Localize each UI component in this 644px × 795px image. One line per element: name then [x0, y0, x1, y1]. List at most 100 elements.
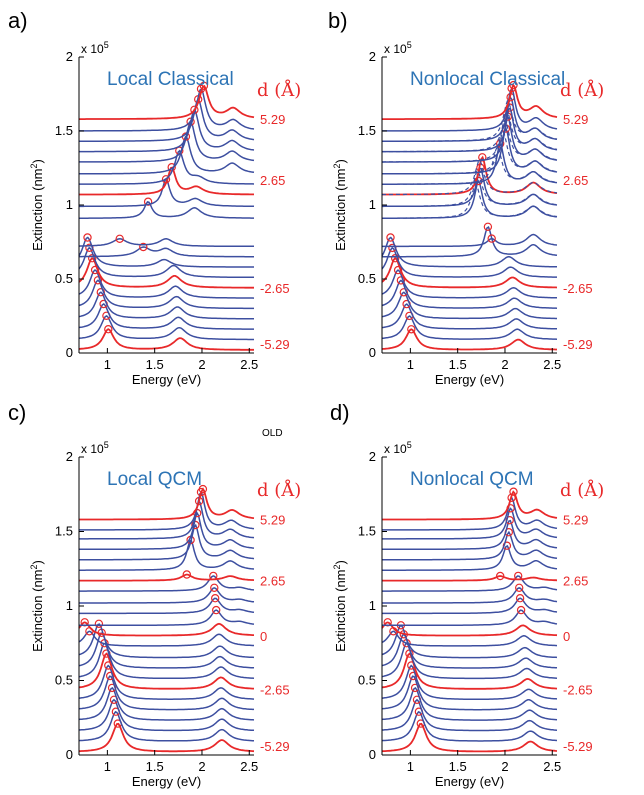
- y-multiplier: x 105: [81, 440, 109, 456]
- peak-marker: [182, 570, 191, 579]
- x-axis-title: Energy (eV): [132, 774, 201, 789]
- x-tick-label: 1.5: [146, 357, 164, 372]
- panel-letter: d): [330, 400, 350, 425]
- spectrum-curve: [79, 487, 255, 521]
- spectrum-curve: [79, 573, 255, 582]
- spectrum-curve: [381, 722, 558, 753]
- spectrum-curve-dashed: [382, 99, 558, 142]
- spectrum-curve: [382, 83, 558, 120]
- spectrum-curve-dashed: [382, 183, 558, 219]
- peak-marker: [509, 80, 518, 90]
- spectrum-curve: [381, 711, 558, 742]
- spectrum-curve: [381, 236, 557, 268]
- peak-marker: [483, 222, 493, 231]
- spectrum-curve: [79, 87, 255, 132]
- y-tick-label: 1.5: [358, 524, 376, 539]
- spectrum-curve: [78, 257, 254, 289]
- peak-marker: [143, 197, 153, 206]
- x-tick-label: 1.5: [449, 357, 467, 372]
- y-tick-label: 1: [66, 598, 73, 613]
- x-tick-label: 1: [104, 759, 111, 774]
- spectrum-curve: [381, 291, 557, 320]
- y-multiplier: x 105: [384, 440, 412, 456]
- peak-marker: [211, 605, 221, 615]
- y-multiplier: x 105: [81, 40, 109, 56]
- spectrum-curve: [381, 279, 558, 309]
- row-label: -2.65: [260, 682, 290, 697]
- x-axis-title: Energy (eV): [435, 774, 504, 789]
- spectrum-curve: [78, 652, 254, 690]
- y-tick-label: 2: [369, 449, 376, 464]
- panel-title: Nonlocal QCM: [410, 469, 534, 490]
- spectrum-curve: [79, 523, 255, 561]
- spectrum-curve: [79, 597, 255, 615]
- spectrum-curve: [78, 328, 254, 351]
- spectrum-curve: [78, 236, 254, 268]
- panel-letter: b): [328, 8, 348, 33]
- legend-title: d (Å): [560, 479, 604, 501]
- panel-title: Nonlocal Classical: [410, 69, 565, 90]
- peak-marker: [139, 242, 148, 252]
- y-tick-label: 0: [66, 747, 73, 762]
- spectrum-curve: [381, 246, 557, 278]
- spectrum-curve: [381, 269, 557, 299]
- x-axis-title: Energy (eV): [132, 372, 201, 387]
- peak-marker: [198, 484, 208, 494]
- y-multiplier: x 105: [384, 40, 412, 56]
- peak-marker: [393, 265, 403, 275]
- row-label: -5.29: [260, 739, 290, 754]
- old-note: OLD: [262, 428, 283, 439]
- spectrum-curve: [79, 246, 254, 258]
- spectrum-curve: [382, 586, 558, 604]
- spectrum-curve: [382, 530, 558, 561]
- spectrum-curve-dashed: [382, 170, 558, 207]
- spectrum-curve: [79, 539, 255, 571]
- legend-title: d (Å): [257, 479, 301, 501]
- row-label: 0: [563, 629, 570, 644]
- spectrum-curve: [79, 587, 255, 604]
- y-tick-label: 1.5: [55, 123, 73, 138]
- x-tick-label: 1.5: [146, 759, 164, 774]
- peak-marker: [509, 487, 518, 496]
- y-tick-label: 2: [66, 449, 73, 464]
- spectrum-curve: [381, 328, 557, 351]
- spectrum-curve: [78, 291, 254, 320]
- spectrum-curve: [381, 664, 558, 700]
- row-label: -5.29: [563, 739, 593, 754]
- spectrum-curve: [381, 303, 557, 330]
- spectrum-curve: [382, 545, 558, 571]
- y-tick-label: 0.5: [55, 271, 73, 286]
- spectrum-curve: [78, 314, 254, 341]
- spectrum-curve: [79, 121, 255, 163]
- x-tick-label: 2: [501, 759, 508, 774]
- spectrum-curve: [78, 710, 254, 742]
- x-tick-label: 2.5: [543, 357, 561, 372]
- spectrum-curve: [381, 633, 558, 669]
- peak-marker: [104, 325, 113, 334]
- row-label: 2.65: [563, 574, 588, 589]
- panel-a: a) 0 0.5 1 1.5 2 1 1.5 2 2.5 x 105 Energy (eV) Extin…: [8, 8, 301, 387]
- spectrum-curve-dashed: [382, 119, 558, 163]
- y-axis-title: Extinction (nm2): [29, 159, 45, 251]
- spectrum-curve: [382, 597, 558, 615]
- row-label: -2.65: [563, 281, 593, 296]
- spectrum-curve: [78, 722, 255, 753]
- peak-marker: [407, 325, 416, 334]
- spectrum-curve: [79, 201, 254, 219]
- spectrum-curve: [78, 303, 254, 330]
- row-label: 5.29: [563, 112, 588, 127]
- spectrum-curve: [79, 511, 255, 551]
- spectrum-curve: [78, 623, 255, 659]
- peak-marker: [105, 671, 115, 681]
- row-label: 0: [260, 629, 267, 644]
- spectrum-curve: [79, 609, 255, 627]
- spectrum-curve: [78, 632, 255, 669]
- peak-marker: [409, 671, 418, 681]
- spectrum-curve: [79, 149, 255, 185]
- peak-marker: [515, 583, 524, 593]
- x-tick-label: 1: [407, 357, 414, 372]
- spectrum-curve: [382, 225, 558, 258]
- y-tick-label: 1.5: [55, 524, 73, 539]
- spectrum-curve: [78, 621, 254, 637]
- y-tick-label: 0: [66, 345, 73, 360]
